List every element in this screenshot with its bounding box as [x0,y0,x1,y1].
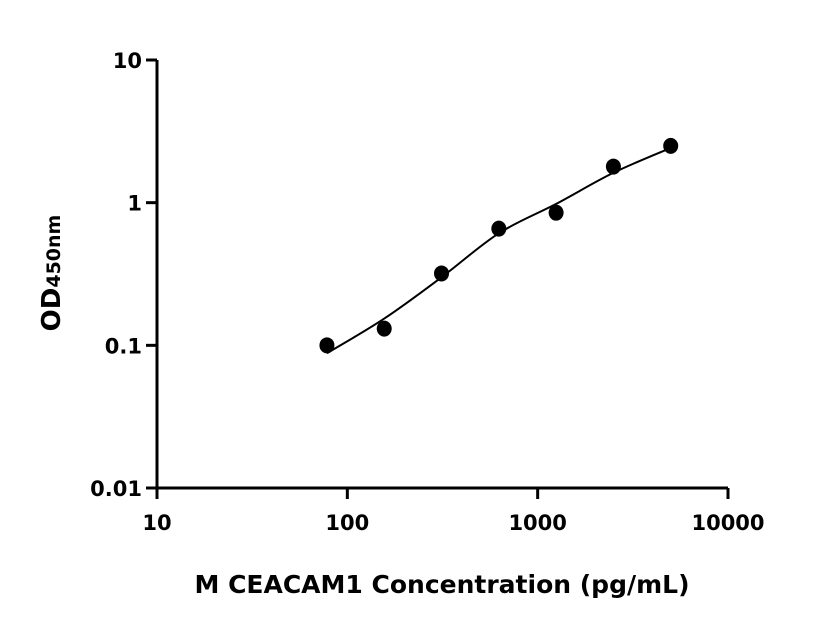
y-axis-label-subscript: 450nm [43,215,65,288]
y-tick-label: 0.01 [90,477,142,501]
data-point [605,158,621,175]
x-tick-label: 10 [142,511,171,535]
fit-curve [326,146,672,355]
data-point [434,265,450,282]
data-point [319,337,335,354]
data-point [491,220,507,237]
data-point [548,204,564,221]
data-points [319,137,679,354]
y-tick-label: 1 [127,192,142,216]
x-tick-label: 100 [325,511,369,535]
axes: 10 100 1000 10000 0.01 0.1 1 10 [90,49,764,535]
x-axis-label: M CEACAM1 Concentration (pg/mL) [194,570,689,599]
data-point [663,137,679,154]
y-axis-label: OD450nm [37,215,67,332]
x-tick-label: 1000 [508,511,566,535]
data-point [376,320,392,337]
y-tick-label: 10 [113,49,142,73]
x-tick-label: 10000 [691,511,764,535]
y-tick-label: 0.1 [105,334,142,358]
y-axis-label-main: OD [37,288,67,332]
